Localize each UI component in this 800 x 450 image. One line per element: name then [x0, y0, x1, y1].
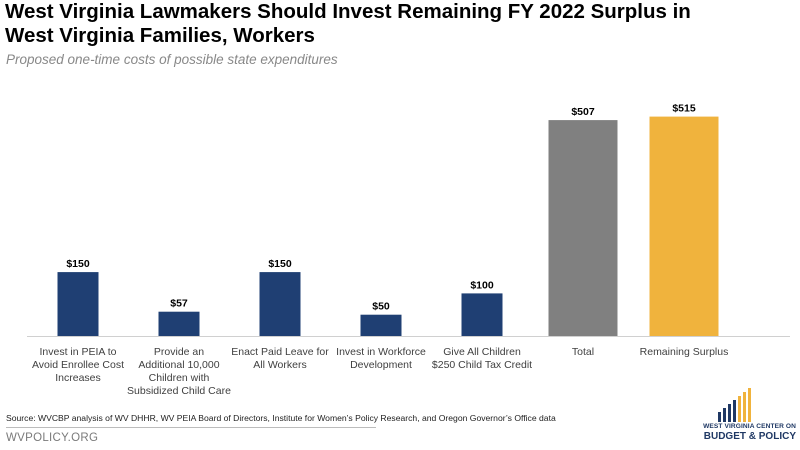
footer-divider	[6, 427, 376, 428]
category-label: Remaining Surplus	[640, 346, 729, 358]
chart-subtitle: Proposed one-time costs of possible stat…	[6, 52, 338, 67]
bar	[158, 311, 200, 336]
category-label: Provide an Additional 10,000 Children with…	[127, 346, 231, 397]
wvcbp-logo: WEST VIRGINIA CENTER ON BUDGET & POLICY	[686, 388, 796, 446]
bar	[57, 272, 99, 336]
bar	[360, 314, 402, 336]
category-label: Invest in Workforce Development	[336, 346, 426, 371]
bar	[259, 272, 301, 336]
bars-group	[57, 116, 719, 336]
category-labels-group: Invest in PEIA to Avoid Enrollee Cost Incr…	[32, 346, 728, 397]
source-note: Source: WVCBP analysis of WV DHHR, WV PE…	[6, 413, 556, 423]
category-label: Give All Children $250 Child Tax Credit	[432, 346, 532, 371]
category-label: Enact Paid Leave for All Workers	[231, 346, 329, 371]
data-label: $100	[470, 279, 494, 291]
logo-line-1: WEST VIRGINIA CENTER ON	[703, 423, 796, 430]
data-labels-group: $150 $57 $150 $50 $100 $507 $515	[66, 103, 696, 313]
bar	[548, 120, 618, 336]
data-label: $50	[372, 301, 390, 313]
data-label: $150	[66, 258, 90, 270]
data-label: $507	[571, 106, 595, 118]
bar	[649, 116, 719, 336]
chart-title: West Virginia Lawmakers Should Invest Re…	[5, 0, 691, 47]
logo-bars-icon	[718, 388, 751, 422]
footer-url: WVPOLICY.ORG	[6, 432, 99, 444]
category-label: Invest in PEIA to Avoid Enrollee Cost Incr…	[32, 346, 124, 384]
category-label: Total	[572, 346, 594, 358]
data-label: $57	[170, 298, 188, 310]
data-label: $150	[268, 258, 292, 270]
bar	[461, 293, 503, 336]
logo-line-2: BUDGET & POLICY	[703, 431, 796, 442]
data-label: $515	[672, 103, 696, 115]
